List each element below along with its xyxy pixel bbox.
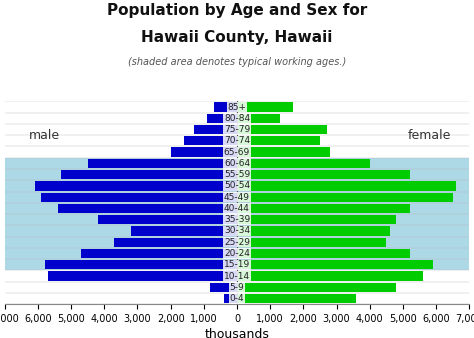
Bar	[237, 204, 410, 213]
Bar	[237, 102, 293, 112]
Bar	[237, 125, 327, 134]
Text: 55-59: 55-59	[224, 170, 250, 179]
Text: 50-54: 50-54	[224, 182, 250, 190]
Bar	[237, 283, 396, 292]
Text: 0-4: 0-4	[230, 294, 244, 303]
Bar	[194, 125, 237, 134]
Bar	[237, 260, 433, 269]
Text: 15-19: 15-19	[224, 260, 250, 269]
Bar	[81, 249, 237, 258]
Text: 20-24: 20-24	[224, 249, 250, 258]
Bar	[61, 170, 237, 179]
Bar	[210, 283, 237, 292]
Bar	[237, 114, 280, 123]
Bar	[131, 226, 237, 236]
Bar	[88, 159, 237, 168]
Bar	[41, 193, 237, 202]
Text: 40-44: 40-44	[224, 204, 250, 213]
Text: 45-49: 45-49	[224, 193, 250, 202]
Text: 30-34: 30-34	[224, 226, 250, 236]
Text: 60-64: 60-64	[224, 159, 250, 168]
Text: 85+: 85+	[228, 102, 246, 112]
Bar	[237, 181, 456, 191]
Bar	[184, 136, 237, 145]
Bar	[224, 294, 237, 303]
Text: male: male	[29, 129, 60, 142]
Bar	[48, 271, 237, 281]
Text: 35-39: 35-39	[224, 215, 250, 224]
Text: 75-79: 75-79	[224, 125, 250, 134]
Text: Population by Age and Sex for: Population by Age and Sex for	[107, 3, 367, 18]
Bar	[237, 193, 453, 202]
Bar	[35, 181, 237, 191]
Bar	[237, 238, 386, 247]
Text: 70-74: 70-74	[224, 136, 250, 145]
Bar	[207, 114, 237, 123]
Text: female: female	[408, 129, 451, 142]
X-axis label: thousands: thousands	[205, 328, 269, 338]
Text: 65-69: 65-69	[224, 148, 250, 156]
Bar	[237, 215, 396, 224]
Text: 80-84: 80-84	[224, 114, 250, 123]
Bar	[237, 159, 370, 168]
Text: 5-9: 5-9	[229, 283, 245, 292]
Text: 10-14: 10-14	[224, 271, 250, 281]
Bar	[237, 147, 330, 157]
Bar	[114, 238, 237, 247]
Bar	[237, 249, 410, 258]
Bar	[171, 147, 237, 157]
Bar	[237, 170, 410, 179]
Bar	[237, 294, 356, 303]
Bar	[237, 136, 320, 145]
Text: Hawaii County, Hawaii: Hawaii County, Hawaii	[141, 30, 333, 45]
Text: (shaded area denotes typical working ages.): (shaded area denotes typical working age…	[128, 57, 346, 68]
Bar	[237, 226, 390, 236]
Bar	[45, 260, 237, 269]
Bar	[237, 271, 423, 281]
Bar	[58, 204, 237, 213]
Bar	[214, 102, 237, 112]
Bar	[5, 158, 469, 270]
Text: 25-29: 25-29	[224, 238, 250, 247]
Bar	[98, 215, 237, 224]
